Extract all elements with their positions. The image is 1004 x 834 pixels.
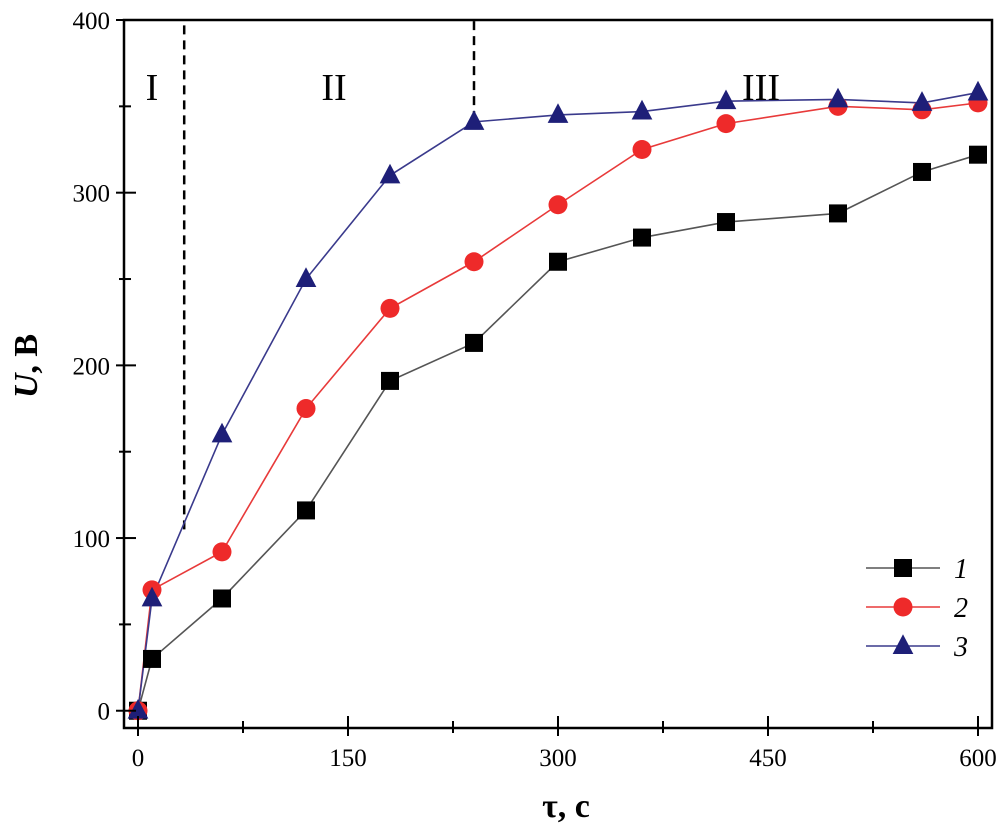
series-markers — [127, 80, 989, 721]
y-tick-label: 100 — [73, 526, 111, 553]
series-1-point — [829, 204, 847, 223]
x-tick-label: 0 — [132, 745, 145, 772]
series-2-point — [296, 399, 316, 419]
legend: 1 2 3 — [866, 554, 968, 663]
y-tick-label: 300 — [73, 181, 111, 208]
series-1-point — [717, 213, 735, 232]
series-1-point — [213, 589, 231, 608]
x-axis-title: τ, с — [542, 788, 590, 825]
series-3-point — [295, 267, 317, 287]
legend-marker — [892, 634, 914, 654]
series-1-point — [143, 649, 161, 668]
series-2-point — [716, 114, 736, 134]
legend-marker — [894, 559, 912, 577]
series-1-point — [969, 145, 987, 164]
y-axis-title: U, В — [8, 334, 45, 398]
region-boundaries — [182, 20, 476, 530]
legend-label: 3 — [953, 632, 968, 663]
region-label: III — [742, 67, 780, 109]
y-axis-unit: , В — [8, 334, 45, 374]
y-tick-label: 400 — [73, 8, 111, 35]
series-2-line — [137, 102, 979, 711]
series-3-line — [137, 91, 979, 711]
series-3-point — [631, 99, 653, 120]
series-1-point — [913, 162, 931, 181]
series-3-point — [967, 80, 989, 101]
y-tick-label: 200 — [73, 353, 111, 380]
x-tick-label: 300 — [539, 745, 577, 772]
series-3-point — [141, 586, 163, 607]
series-1-point — [297, 501, 315, 520]
series-3-point — [911, 91, 933, 111]
series-3-point — [127, 699, 149, 719]
legend-marker — [893, 597, 913, 617]
series-2-point — [212, 542, 232, 562]
series-3-point — [547, 103, 569, 123]
region-label: I — [146, 67, 159, 109]
series-3-point — [715, 89, 737, 110]
series-1-point — [465, 333, 483, 352]
series-3-point — [827, 87, 849, 108]
region-labels: I II III — [146, 67, 780, 109]
series-2-point — [632, 140, 652, 160]
series-1-point — [381, 371, 399, 390]
y-axis-symbol: U — [8, 371, 45, 398]
x-tick-label: 600 — [959, 745, 997, 772]
series-1-point — [633, 228, 651, 247]
series-2-point — [548, 195, 568, 215]
series-1-point — [549, 252, 567, 271]
x-tick-label: 150 — [329, 745, 367, 772]
legend-label: 1 — [954, 554, 968, 585]
series-3-point — [463, 110, 485, 130]
legend-label: 2 — [954, 593, 968, 624]
series-1-line — [137, 153, 979, 711]
y-axis-ticks: 0 100 200 300 400 — [73, 8, 136, 726]
x-axis-ticks: 0 150 300 450 600 — [132, 716, 997, 772]
series-3-point — [379, 163, 401, 184]
series-lines — [137, 91, 979, 711]
region-label: II — [321, 67, 346, 109]
x-tick-label: 450 — [749, 745, 787, 772]
y-tick-label: 0 — [98, 699, 111, 726]
series-2-point — [464, 252, 484, 272]
series-3-point — [211, 422, 233, 443]
series-2-point — [380, 298, 400, 318]
